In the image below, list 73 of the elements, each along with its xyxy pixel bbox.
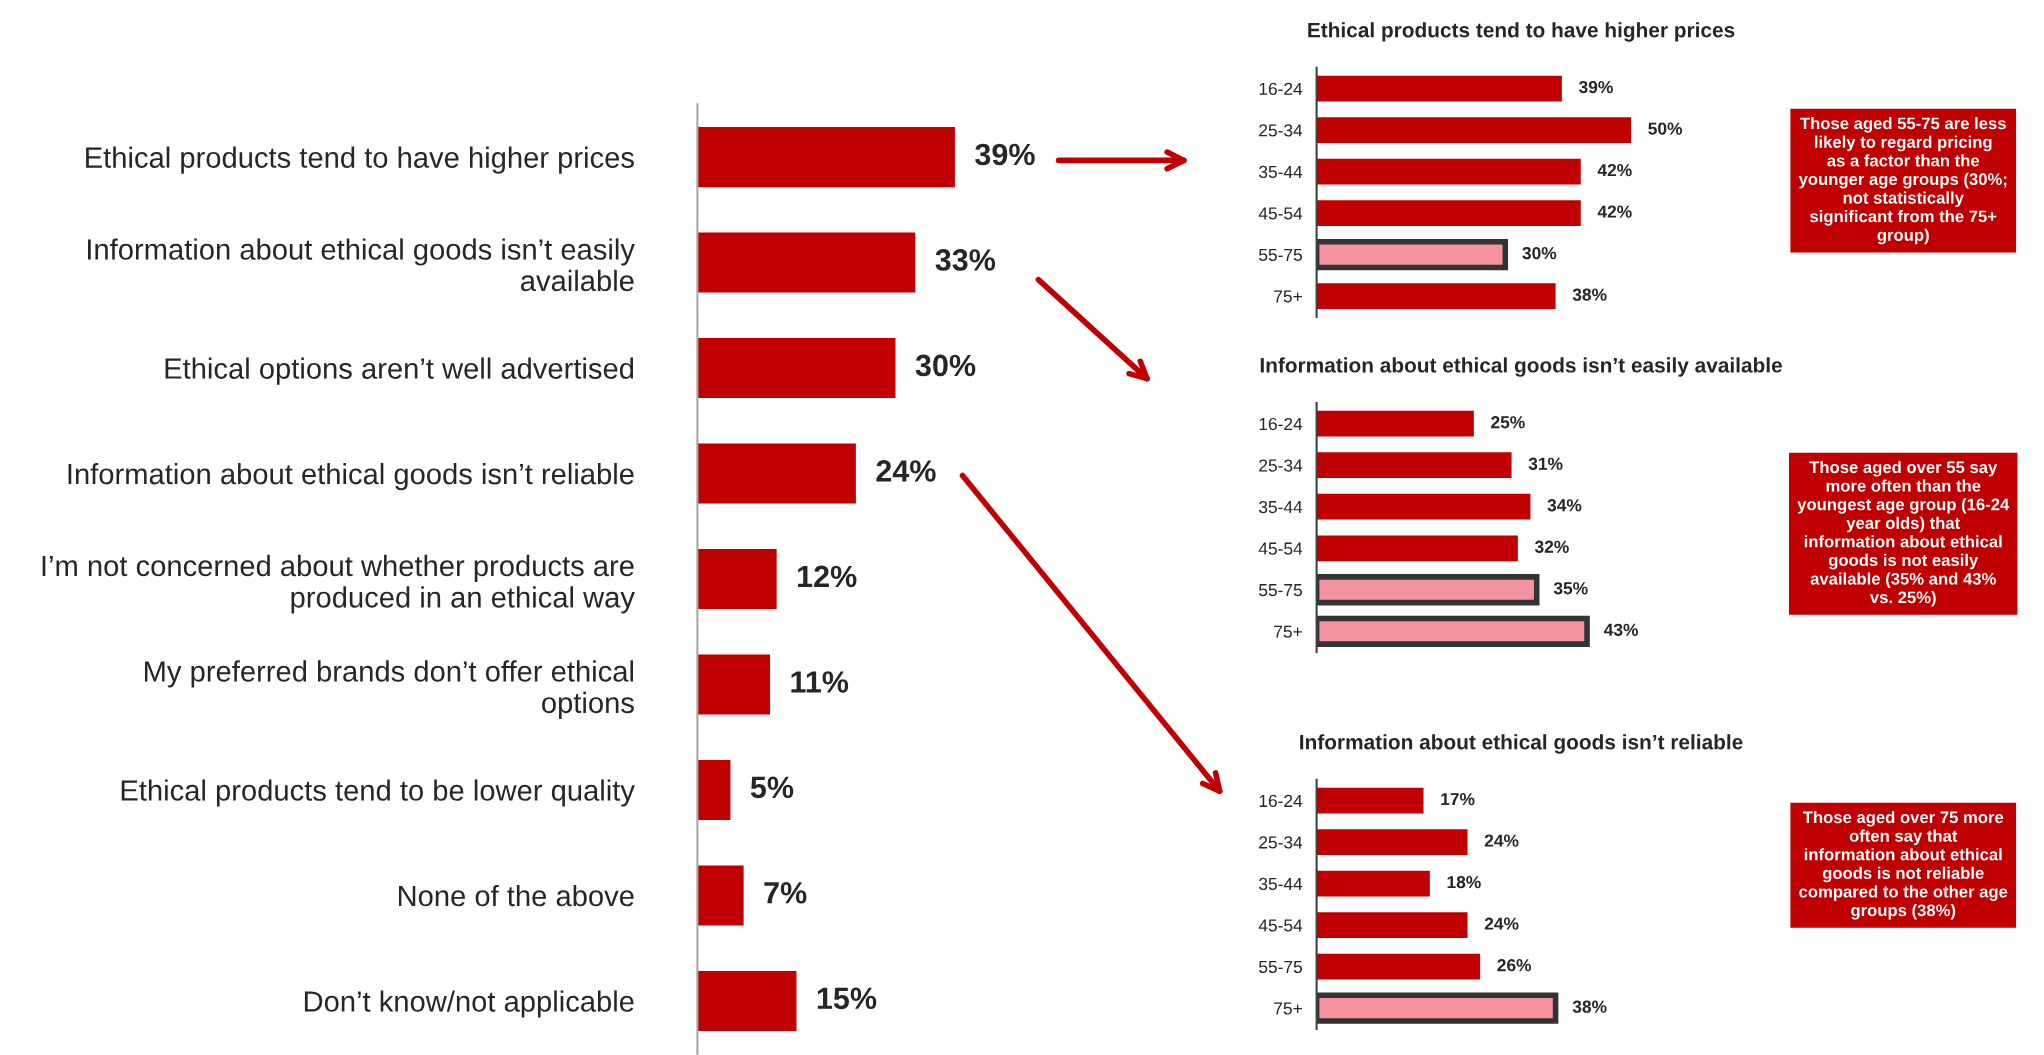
- bar: [1316, 283, 1556, 309]
- bar: [697, 654, 771, 715]
- y-tick-label: 55-75: [1259, 961, 1302, 974]
- y-tick-label: 75+: [1274, 1002, 1302, 1015]
- y-tick-label: 75+: [1274, 625, 1302, 638]
- y-tick-label: 75+: [1274, 290, 1302, 303]
- y-tick-label: 45-54: [1258, 919, 1303, 932]
- y-tick-label: Ethical options aren’t well advertised: [165, 357, 634, 385]
- bar: [1316, 200, 1581, 226]
- data-label: 24%: [1484, 917, 1519, 930]
- y-tick-label: 55-75: [1259, 584, 1302, 597]
- data-label: 42%: [1597, 205, 1632, 218]
- data-label: 11%: [791, 671, 849, 693]
- data-label: 18%: [1447, 875, 1481, 889]
- bar: [1316, 158, 1581, 185]
- y-tick-label: I’m not concerned about whether products are produced in an ethical way: [42, 554, 635, 614]
- y-tick-label: Don’t know/not applicable: [304, 990, 634, 1018]
- data-label: 25%: [1491, 416, 1525, 429]
- bar: [697, 548, 777, 610]
- y-tick-label: Ethical products tend to have higher prices: [86, 146, 634, 174]
- data-label: 42%: [1597, 163, 1632, 177]
- data-label: 30%: [1522, 246, 1557, 260]
- y-tick-label: My preferred brands don’t offer ethical options: [145, 660, 634, 719]
- bar: [1316, 117, 1632, 143]
- data-label: 33%: [935, 249, 996, 271]
- data-label: 17%: [1441, 793, 1475, 806]
- data-label: 34%: [1547, 499, 1582, 512]
- y-tick-label: 16-24: [1259, 82, 1303, 96]
- data-label: 43%: [1603, 623, 1638, 636]
- data-label: 24%: [876, 460, 936, 482]
- data-label: 39%: [975, 143, 1035, 166]
- text: Those aged over 75 more often say that information about ethical goods is not reliable compared to the other age groups (38%): [1799, 810, 2008, 920]
- y-tick-label: 25-34: [1259, 124, 1303, 137]
- data-label: 32%: [1534, 540, 1569, 553]
- y-tick-label: Information about ethical goods isn’t reliable: [68, 462, 634, 491]
- data-label: 39%: [1578, 80, 1613, 94]
- y-tick-label: 16-24: [1259, 417, 1303, 431]
- bar: [697, 970, 797, 1032]
- y-tick-label: None of the above: [398, 884, 634, 907]
- y-tick-label: 35-44: [1258, 877, 1303, 891]
- bar: [697, 865, 744, 926]
- data-label: 26%: [1497, 959, 1532, 972]
- data-label: 30%: [915, 354, 976, 377]
- bar: [697, 337, 896, 399]
- y-tick-label: 45-54: [1258, 207, 1303, 220]
- y-tick-label: 35-44: [1258, 500, 1303, 514]
- data-label: 12%: [798, 565, 857, 588]
- y-tick-label: 55-75: [1259, 248, 1302, 262]
- bar: [697, 759, 731, 821]
- y-tick-label: 25-34: [1259, 836, 1303, 849]
- text: Those aged 55-75 are less likely to regard pricing as a factor than the younger age groups (30%; not statistically significant from the 75+ group): [1798, 117, 2007, 245]
- text: Those aged over 55 say more often than the youngest age group (16-24 year olds) that information about ethical goods is not easily available (35% and 43% vs. 25%): [1797, 460, 2010, 607]
- y-tick-label: 25-34: [1259, 459, 1303, 472]
- y-tick-label: Ethical products tend to be lower quality: [121, 779, 635, 807]
- y-tick-label: 16-24: [1259, 794, 1303, 808]
- bar: [697, 443, 856, 504]
- data-label: 35%: [1553, 582, 1588, 595]
- data-label: 38%: [1572, 288, 1607, 301]
- y-tick-label: Information about ethical goods isn’t easily available: [88, 238, 635, 292]
- data-label: 15%: [817, 987, 877, 1010]
- y-tick-label: 45-54: [1258, 542, 1303, 555]
- bar: [697, 232, 916, 293]
- y-tick-label: 35-44: [1258, 165, 1303, 179]
- data-label: 5%: [750, 776, 794, 799]
- chart-title: Ethical products tend to have higher prices: [1308, 22, 1735, 42]
- chart-title: Information about ethical goods isn’t reliable: [1300, 734, 1743, 754]
- data-label: 24%: [1484, 834, 1519, 847]
- bar: [697, 127, 955, 188]
- data-label: 7%: [764, 882, 807, 904]
- bar: [1316, 75, 1562, 102]
- data-label: 31%: [1528, 457, 1563, 470]
- data-label: 50%: [1648, 122, 1683, 135]
- data-label: 38%: [1572, 1000, 1607, 1013]
